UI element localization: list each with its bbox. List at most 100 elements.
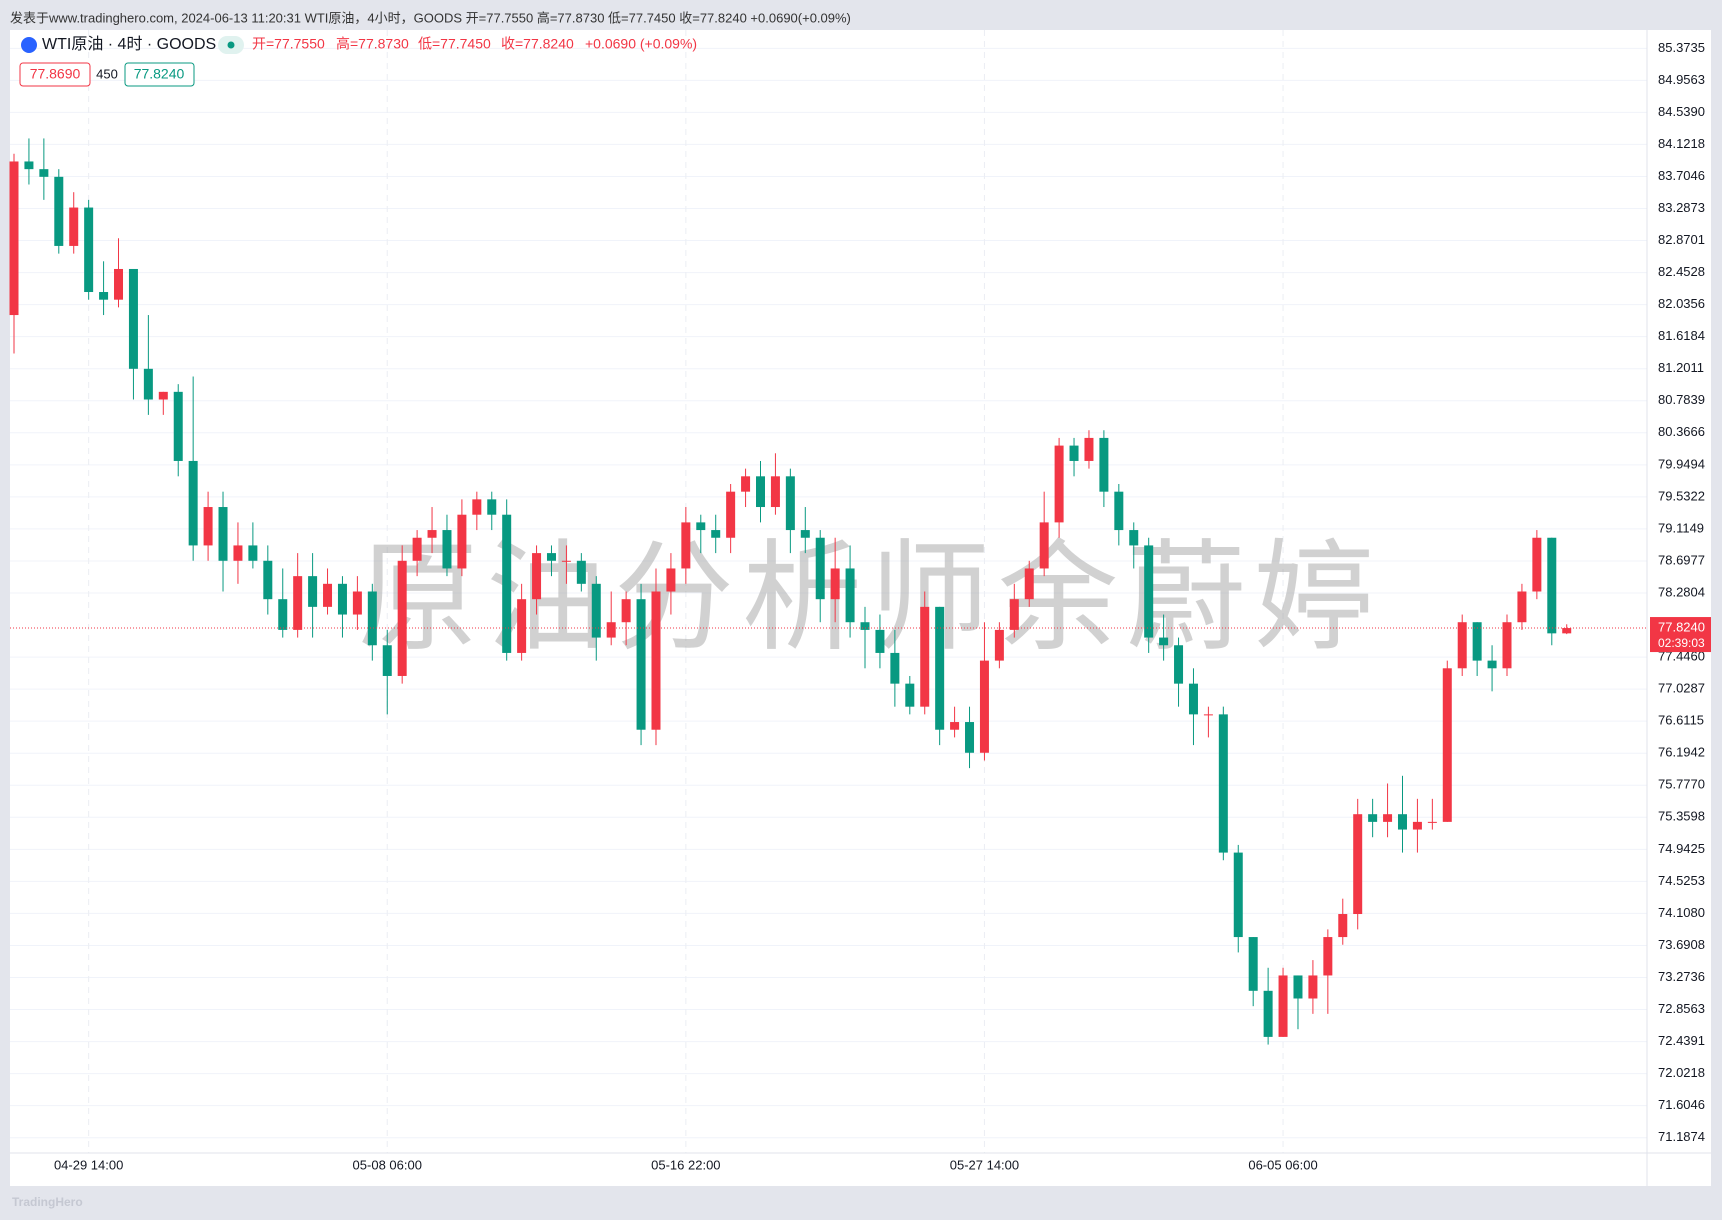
candle-body — [24, 161, 34, 170]
candle-body — [711, 530, 721, 538]
candle-body — [994, 629, 1004, 661]
y-tick-label: 79.9494 — [1658, 456, 1705, 471]
candle-body — [308, 576, 318, 607]
candle-body — [502, 514, 512, 653]
y-tick-label: 73.2736 — [1658, 969, 1705, 984]
candle-body — [770, 476, 780, 508]
candle-body — [1203, 714, 1213, 716]
candle-body — [9, 161, 19, 316]
y-tick-label: 79.5322 — [1658, 488, 1705, 503]
candle-body — [1144, 545, 1154, 638]
legend-high: 高=77.8730 — [336, 36, 409, 52]
candle-body — [1024, 568, 1034, 600]
status-dot — [227, 41, 235, 49]
legend-open: 开=77.7550 — [252, 36, 325, 52]
candle-body — [442, 530, 452, 569]
candle-body — [1397, 814, 1407, 830]
y-tick-label: 74.1080 — [1658, 905, 1705, 920]
candle-body — [263, 560, 273, 600]
symbol: WTI原油 · 4时 · GOODS — [42, 35, 216, 53]
candle-body — [860, 622, 870, 630]
candle-body — [248, 545, 258, 561]
candle-body — [741, 476, 751, 492]
y-tick-label: 76.6115 — [1658, 713, 1704, 728]
y-tick-label: 84.1218 — [1658, 136, 1705, 151]
candle-body — [1532, 537, 1542, 592]
y-tick-label: 83.2873 — [1658, 200, 1705, 215]
candle-body — [1517, 591, 1527, 623]
candle-body — [561, 560, 571, 562]
y-tick-label: 72.8563 — [1658, 1001, 1705, 1016]
watermark: 原油分析师余蔚婷 — [358, 529, 1382, 668]
candle-body — [636, 599, 646, 730]
candle-body — [965, 722, 975, 753]
candle-body — [681, 522, 691, 569]
x-tick-label: 05-08 06:00 — [353, 1157, 422, 1172]
bid: 77.8690 — [30, 66, 81, 82]
candle-body — [1457, 622, 1467, 669]
candle-body — [830, 568, 840, 600]
candle-body — [1427, 821, 1437, 823]
candle-body — [1487, 660, 1497, 669]
candle-body — [143, 368, 153, 400]
candle-body — [1323, 937, 1333, 976]
candle-body — [188, 460, 198, 546]
legend-change: +0.0690 (+0.09%) — [585, 36, 697, 52]
footer-brand: TradingHero — [12, 1195, 83, 1209]
candle-body — [935, 606, 945, 730]
candle-body — [532, 553, 542, 600]
y-tick-label: 76.1942 — [1658, 745, 1705, 760]
x-tick-label: 05-16 22:00 — [651, 1157, 720, 1172]
x-tick-label: 05-27 14:00 — [950, 1157, 1019, 1172]
candle-body — [875, 629, 885, 653]
candle-body — [1099, 437, 1109, 492]
candle-body — [337, 583, 347, 615]
candle-body — [99, 292, 109, 300]
candle-body — [1308, 975, 1318, 999]
y-tick-label: 74.9425 — [1658, 841, 1705, 856]
countdown-label: 02:39:03 — [1658, 636, 1705, 650]
candle-body — [487, 499, 497, 515]
plot — [9, 138, 1647, 1045]
candle-body — [367, 591, 377, 646]
candle-body — [1218, 714, 1228, 853]
y-tick-label: 80.7839 — [1658, 392, 1705, 407]
candle-body — [950, 722, 960, 730]
legend-low: 低=77.7450 — [418, 36, 491, 52]
candle-body — [1278, 975, 1288, 1037]
candle-body — [69, 207, 79, 246]
candle-body — [128, 268, 138, 369]
candle-body — [1368, 814, 1378, 822]
y-tick-label: 82.8701 — [1658, 232, 1705, 247]
candle-body — [606, 622, 616, 638]
candle-body — [756, 476, 765, 508]
candle-body — [1562, 628, 1572, 634]
y-tick-label: 72.4391 — [1658, 1033, 1705, 1048]
y-tick-label: 73.6908 — [1658, 937, 1705, 952]
candle-body — [1293, 975, 1303, 999]
candle-body — [726, 491, 736, 538]
candle-body — [1159, 637, 1169, 646]
candle-body — [815, 537, 825, 600]
candle-body — [517, 599, 527, 653]
y-tick-label: 75.7770 — [1658, 777, 1705, 792]
candle-body — [1084, 437, 1094, 461]
y-tick-label: 79.1149 — [1658, 520, 1704, 535]
y-tick-label: 78.2804 — [1658, 584, 1705, 599]
candle-body — [666, 568, 676, 592]
ask-box[interactable] — [124, 62, 195, 87]
candle-body — [890, 652, 900, 684]
candle-body — [979, 660, 989, 753]
bid-box[interactable] — [19, 62, 91, 87]
x-tick-label: 04-29 14:00 — [54, 1157, 123, 1172]
spread: 450 — [96, 66, 118, 81]
candle-body — [920, 606, 930, 707]
candle-body — [352, 591, 362, 615]
candle-body — [591, 583, 601, 638]
candle-body — [1547, 537, 1557, 634]
candle-body — [293, 576, 303, 630]
candle-body — [1338, 914, 1348, 938]
candle-body — [576, 560, 586, 584]
y-tick-label: 84.9563 — [1658, 72, 1705, 87]
price-tag-label: 77.8240 — [1658, 619, 1705, 634]
